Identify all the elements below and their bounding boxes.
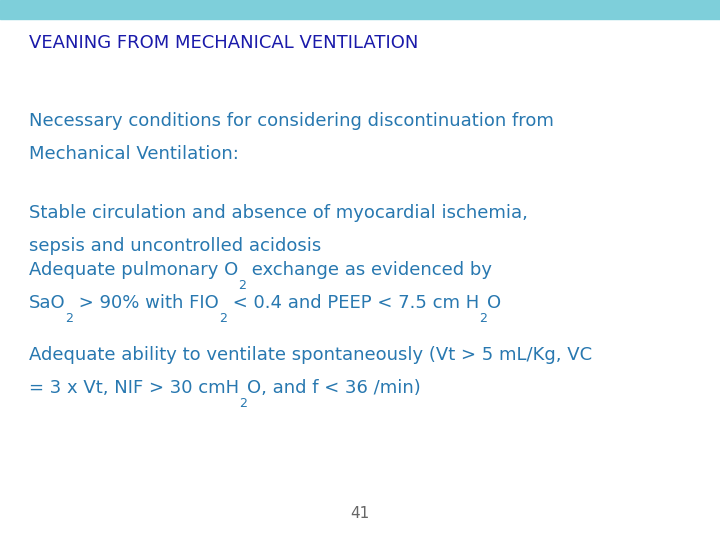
Text: = 3 x Vt, NIF > 30 cmH: = 3 x Vt, NIF > 30 cmH <box>29 379 239 397</box>
Text: Adequate ability to ventilate spontaneously (Vt > 5 mL/Kg, VC: Adequate ability to ventilate spontaneou… <box>29 346 592 363</box>
Bar <box>0 0 720 19</box>
Text: < 0.4 and PEEP < 7.5 cm H: < 0.4 and PEEP < 7.5 cm H <box>228 294 480 312</box>
Text: exchange as evidenced by: exchange as evidenced by <box>246 261 492 279</box>
Text: 2: 2 <box>66 312 73 325</box>
Text: 2: 2 <box>219 312 228 325</box>
Text: 2: 2 <box>480 312 487 325</box>
Text: sepsis and uncontrolled acidosis: sepsis and uncontrolled acidosis <box>29 237 321 255</box>
Text: Mechanical Ventilation:: Mechanical Ventilation: <box>29 145 238 163</box>
Text: O, and f < 36 /min): O, and f < 36 /min) <box>247 379 420 397</box>
Text: 2: 2 <box>238 279 246 292</box>
Text: > 90% with FIO: > 90% with FIO <box>73 294 219 312</box>
Text: VEANING FROM MECHANICAL VENTILATION: VEANING FROM MECHANICAL VENTILATION <box>29 34 418 52</box>
Text: SaO: SaO <box>29 294 66 312</box>
Text: 2: 2 <box>239 397 247 410</box>
Text: Necessary conditions for considering discontinuation from: Necessary conditions for considering dis… <box>29 112 554 130</box>
Text: O: O <box>487 294 502 312</box>
Text: 41: 41 <box>351 505 369 521</box>
Text: Stable circulation and absence of myocardial ischemia,: Stable circulation and absence of myocar… <box>29 204 528 222</box>
Text: Adequate pulmonary O: Adequate pulmonary O <box>29 261 238 279</box>
